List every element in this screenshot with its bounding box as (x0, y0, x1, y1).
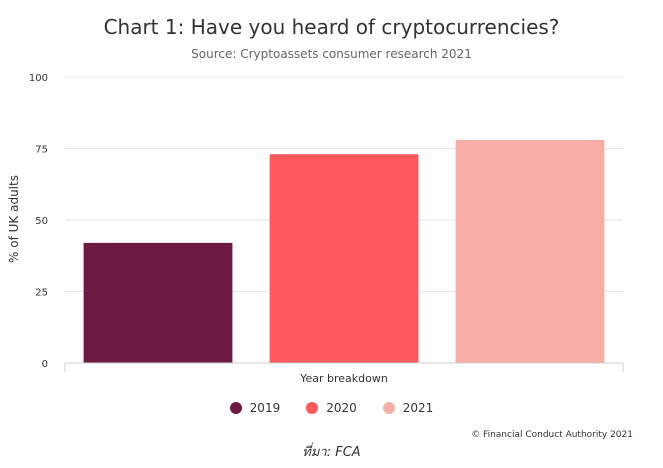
legend-item-2020[interactable]: 2020 (306, 401, 357, 415)
chart-subtitle: Source: Cryptoassets consumer research 2… (191, 47, 472, 61)
bar-2019[interactable] (83, 242, 233, 363)
y-tick-label: 25 (35, 288, 48, 299)
x-axis-label: Year breakdown (299, 372, 388, 385)
bar-2021[interactable] (455, 139, 605, 363)
legend-label-2019: 2019 (249, 401, 281, 415)
chart-title: Chart 1: Have you heard of cryptocurrenc… (103, 15, 560, 39)
y-axis-label: % of UK adults (7, 175, 21, 263)
legend-item-2019[interactable]: 2019 (229, 401, 281, 415)
legend: 2019 2020 2021 (0, 401, 663, 415)
legend-item-2021[interactable]: 2021 (382, 401, 434, 415)
y-tick-label: 0 (42, 359, 48, 370)
bar-2020[interactable] (269, 154, 419, 363)
bars (83, 139, 605, 363)
legend-marker-2019 (229, 402, 242, 414)
legend-label-2021: 2021 (402, 401, 434, 415)
y-tick-labels: 0 25 50 75 100 (29, 73, 48, 370)
y-tick-label: 50 (35, 216, 48, 227)
y-tick-label: 75 (35, 145, 48, 156)
y-tick-label: 100 (29, 73, 48, 84)
source-caption: ที่มา: FCA (302, 445, 361, 460)
legend-label-2020: 2020 (326, 401, 357, 415)
bar-chart: 0 25 50 75 100 % of UK adults Year breakdown (7, 73, 624, 385)
legend-marker-2020 (306, 402, 319, 414)
copyright-text: © Financial Conduct Authority 2021 (471, 430, 633, 440)
legend-marker-2021 (382, 402, 395, 414)
